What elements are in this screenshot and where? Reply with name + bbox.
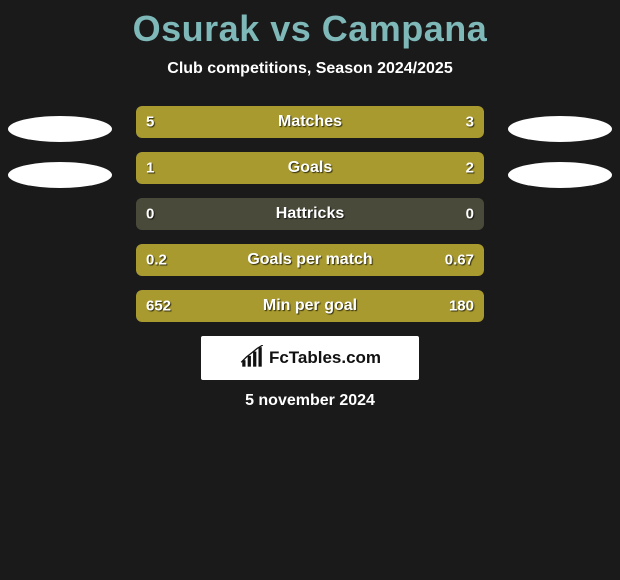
stat-value-left: 0 <box>146 206 154 223</box>
player2-club-logo-1 <box>508 116 612 142</box>
stat-value-left: 5 <box>146 114 154 131</box>
stat-bars: 5 3 Matches 1 2 Goals 0 0 Hattricks 0.2 0.67 Goals … <box>136 106 484 322</box>
comparison-area: 5 3 Matches 1 2 Goals 0 0 Hattricks 0.2 0.67 Goals … <box>0 106 620 322</box>
stat-value-right: 180 <box>449 298 474 315</box>
stat-label: Goals <box>288 159 332 177</box>
stat-value-left: 1 <box>146 160 154 177</box>
stat-value-right: 0 <box>466 206 474 223</box>
stat-row: 0.2 0.67 Goals per match <box>136 244 484 276</box>
stat-value-left: 0.2 <box>146 252 167 269</box>
stat-label: Hattricks <box>276 205 344 223</box>
stat-label: Min per goal <box>263 297 357 315</box>
stat-row: 5 3 Matches <box>136 106 484 138</box>
stat-label: Matches <box>278 113 342 131</box>
comparison-widget: Osurak vs Campana Club competitions, Sea… <box>0 0 620 410</box>
subtitle: Club competitions, Season 2024/2025 <box>0 60 620 78</box>
stat-row: 0 0 Hattricks <box>136 198 484 230</box>
stat-bar-right <box>251 152 484 184</box>
stat-value-left: 652 <box>146 298 171 315</box>
date-text: 5 november 2024 <box>0 392 620 410</box>
stat-row: 652 180 Min per goal <box>136 290 484 322</box>
source-text: FcTables.com <box>269 348 381 368</box>
stat-value-right: 2 <box>466 160 474 177</box>
stat-value-right: 3 <box>466 114 474 131</box>
stat-value-right: 0.67 <box>445 252 474 269</box>
stat-label: Goals per match <box>247 251 372 269</box>
stat-bar-right <box>352 106 484 138</box>
page-title: Osurak vs Campana <box>0 8 620 50</box>
player1-club-logo-2 <box>8 162 112 188</box>
player1-club-logo-1 <box>8 116 112 142</box>
source-badge[interactable]: FcTables.com <box>201 336 419 380</box>
player2-club-logo-2 <box>508 162 612 188</box>
chart-icon <box>239 345 265 371</box>
stat-row: 1 2 Goals <box>136 152 484 184</box>
